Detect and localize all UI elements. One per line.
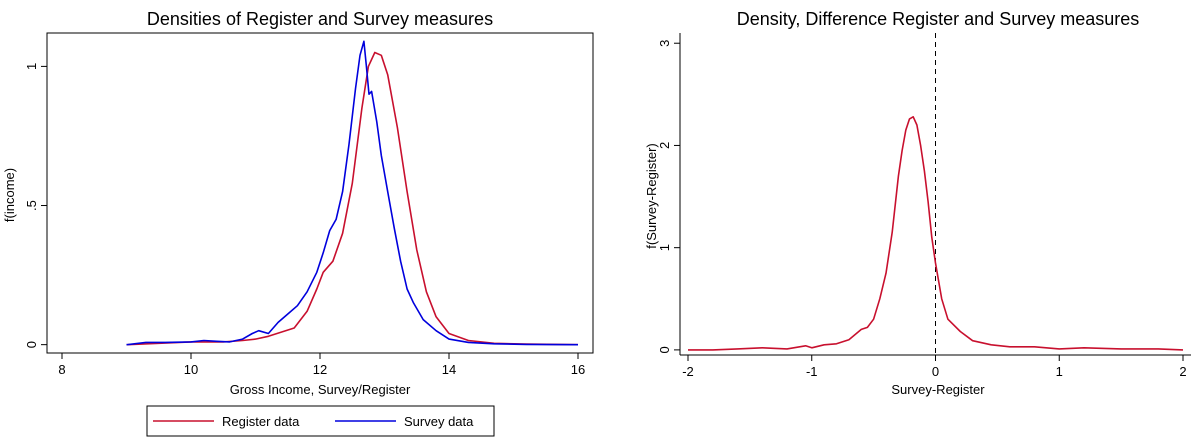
legend-label-survey: Survey data [404, 414, 474, 429]
left-ticks: 8 10 12 14 16 0 .5 1 [24, 63, 585, 377]
right-y-tick-label: 3 [657, 40, 672, 47]
left-chart: Densities of Register and Survey measure… [2, 9, 594, 397]
left-x-tick-label: 8 [58, 362, 65, 377]
right-chart-title: Density, Difference Register and Survey … [737, 9, 1140, 29]
left-x-tick-label: 14 [442, 362, 456, 377]
right-x-tick-label: 0 [932, 364, 939, 379]
left-x-tick-label: 16 [571, 362, 585, 377]
left-chart-title: Densities of Register and Survey measure… [147, 9, 493, 29]
right-x-tick-label: 1 [1056, 364, 1063, 379]
right-y-tick-label: 2 [657, 142, 672, 149]
right-y-tick-label: 1 [657, 244, 672, 251]
right-ticks: -2 -1 0 1 2 0 1 2 3 [657, 40, 1187, 379]
right-x-tick-label: -2 [682, 364, 694, 379]
right-series-line-0 [688, 116, 1184, 351]
left-x-tick-label: 12 [313, 362, 327, 377]
left-y-tick-label: 1 [24, 63, 39, 70]
right-x-axis-label: Survey-Register [891, 382, 985, 397]
right-plot-frame [678, 33, 1191, 355]
right-x-tick-label: -1 [806, 364, 818, 379]
left-series-line-survey-data [126, 40, 579, 346]
right-y-tick-label: 0 [657, 346, 672, 353]
left-x-tick-label: 10 [184, 362, 198, 377]
left-series-lines [126, 40, 579, 346]
legend: Register data Survey data [146, 405, 495, 437]
left-x-axis-label: Gross Income, Survey/Register [230, 382, 411, 397]
legend-label-register: Register data [222, 414, 300, 429]
left-y-tick-label: .5 [24, 200, 39, 211]
left-y-axis-label: f(income) [2, 168, 17, 222]
right-chart: Density, Difference Register and Survey … [644, 9, 1191, 397]
right-y-axis-label: f(Survey-Register) [644, 143, 659, 248]
left-series-line-register-data [126, 51, 579, 346]
left-plot-frame [46, 32, 594, 354]
right-x-tick-label: 2 [1179, 364, 1186, 379]
right-series-lines [688, 116, 1184, 351]
left-y-tick-label: 0 [24, 341, 39, 348]
